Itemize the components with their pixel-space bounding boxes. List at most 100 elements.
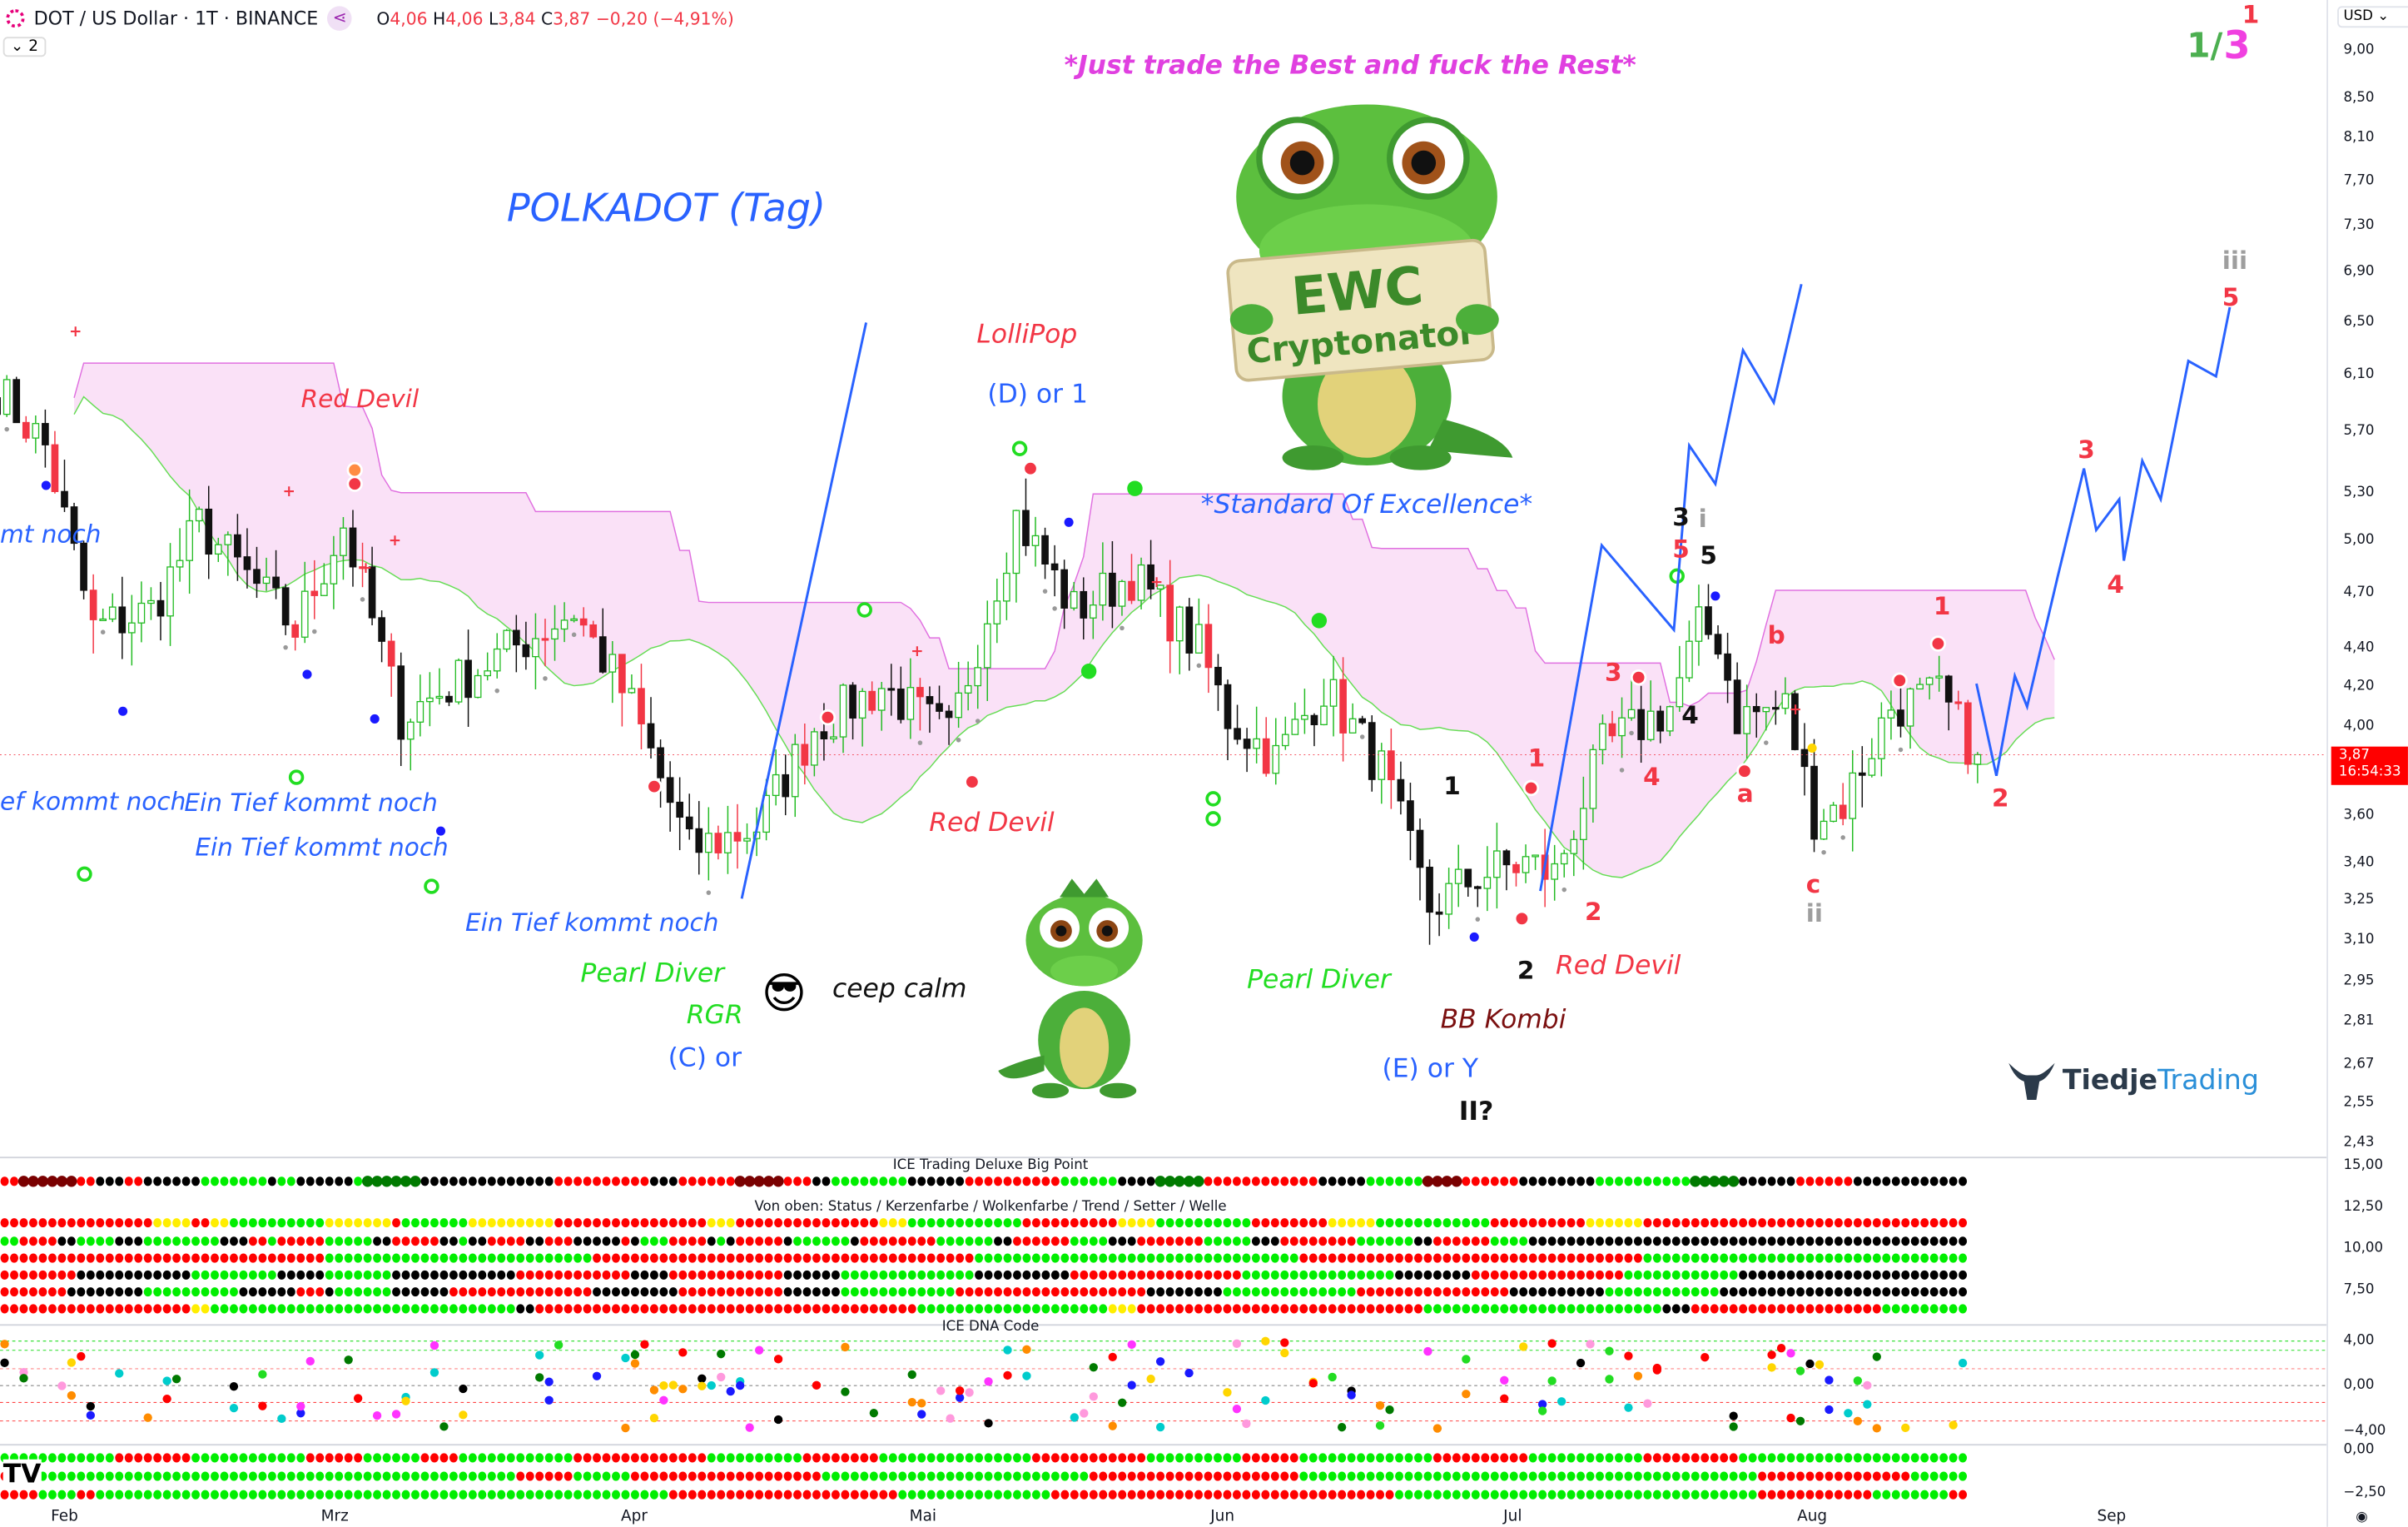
indicator-dot: [1299, 1490, 1308, 1500]
indicator-dot: [1643, 1253, 1652, 1263]
indicator-dot: [506, 1236, 515, 1246]
candle: [1666, 706, 1674, 732]
indicator-dot: [468, 1304, 477, 1314]
indicator-dot: [38, 1253, 47, 1263]
indicator-dot: [1213, 1490, 1222, 1500]
indicator-dot: [869, 1471, 878, 1481]
indicator-dot: [1671, 1270, 1681, 1280]
indicator-dot: [1031, 1218, 1040, 1228]
candle: [1320, 705, 1328, 725]
indicator-dot: [1690, 1176, 1701, 1187]
indicator-dot: [1959, 1253, 1968, 1263]
dna-dot: [344, 1355, 353, 1365]
indicator-dot: [420, 1270, 429, 1280]
indicator-dot: [544, 1287, 554, 1297]
indicator-dot: [544, 1270, 554, 1280]
indicator-dot: [267, 1287, 276, 1297]
price-chart[interactable]: +++++++: [0, 0, 2327, 1155]
indicator-dot: [1022, 1253, 1031, 1263]
indicator-dot: [1184, 1270, 1194, 1280]
dna-dot: [1308, 1379, 1318, 1388]
dna-dot: [1385, 1405, 1394, 1415]
indicator-dot: [344, 1287, 353, 1297]
indicator-dot: [1194, 1453, 1204, 1463]
symbol-title[interactable]: DOT / US Dollar · 1T · BINANCE: [33, 7, 319, 30]
indicator-dot: [698, 1304, 707, 1314]
dna-dot: [1232, 1405, 1242, 1414]
indicator-dot: [1691, 1471, 1700, 1481]
dna-dot: [726, 1386, 735, 1396]
indicator-dot: [1146, 1236, 1155, 1246]
indicator-dot: [936, 1176, 946, 1186]
indicator-dot: [1127, 1471, 1136, 1481]
indicator-panes[interactable]: [0, 1156, 2327, 1510]
indicator-dot: [363, 1253, 372, 1263]
indicator-collapse-button[interactable]: ⌄ 2: [2, 37, 47, 57]
candle: [61, 490, 68, 508]
indicator-dot: [975, 1236, 984, 1246]
indicator-dot: [335, 1218, 344, 1228]
indicator-dot: [1070, 1453, 1079, 1463]
candle: [493, 648, 501, 672]
indicator-dot: [468, 1453, 477, 1463]
dna-dot: [955, 1393, 965, 1402]
indicator-dot: [783, 1218, 792, 1228]
indicator-dot: [1758, 1270, 1767, 1280]
indicator-dot: [344, 1490, 353, 1500]
indicator-dot: [593, 1453, 602, 1463]
indicator-dot: [134, 1270, 143, 1280]
indicator-dot: [429, 1471, 439, 1481]
indicator-dot: [143, 1236, 152, 1246]
indicator-dot: [1003, 1176, 1012, 1186]
indicator-dot: [201, 1490, 210, 1500]
indicator-dot: [401, 1453, 410, 1463]
price-axis[interactable]: USD ⌄ 3,87 16:54:33 15,00 12,50 10,00 7,5…: [2326, 0, 2408, 1527]
indicator-dot: [420, 1490, 429, 1500]
indicator-dot: [793, 1287, 802, 1297]
indicator-dot: [1156, 1253, 1165, 1263]
indicator-dot: [57, 1287, 67, 1297]
indicator-dot: [105, 1270, 114, 1280]
indicator-dot: [946, 1218, 955, 1228]
dna-dot: [946, 1414, 955, 1423]
indicator-dot: [888, 1270, 897, 1280]
indicator-dot: [1519, 1453, 1528, 1463]
currency-selector[interactable]: USD ⌄: [2337, 6, 2408, 28]
pane-divider[interactable]: [0, 1324, 2408, 1326]
pane-divider[interactable]: [0, 1156, 2408, 1159]
share-icon[interactable]: ⋖: [327, 6, 352, 31]
price-tick: 2,43: [2343, 1135, 2375, 1151]
indicator-dot: [1204, 1253, 1213, 1263]
indicator-dot: [220, 1270, 229, 1280]
indicator-dot: [1089, 1270, 1098, 1280]
indicator-dot: [907, 1218, 916, 1228]
indicator-dot: [1872, 1304, 1881, 1314]
indicator-dot: [1050, 1287, 1060, 1297]
dna-dot: [630, 1350, 640, 1360]
indicator-dot: [325, 1270, 334, 1280]
pane-divider[interactable]: [0, 1444, 2408, 1446]
indicator-dot: [602, 1471, 611, 1481]
indicator-dot: [1586, 1253, 1595, 1263]
indicator-dot: [994, 1236, 1003, 1246]
indicator-dot: [869, 1287, 878, 1297]
dna-dot: [773, 1355, 783, 1364]
eye-icon[interactable]: ◉: [2356, 1510, 2368, 1526]
indicator-dot: [1882, 1287, 1891, 1297]
indicator-dot: [1175, 1218, 1184, 1228]
indicator-dot: [869, 1176, 878, 1186]
indicator-dot: [898, 1270, 907, 1280]
indicator-dot: [1471, 1471, 1480, 1481]
indicator-dot: [1328, 1453, 1337, 1463]
indicator-dot: [296, 1270, 305, 1280]
indicator-dot: [497, 1304, 506, 1314]
tradingview-logo-icon[interactable]: TV: [2, 1459, 42, 1490]
candle: [1397, 778, 1405, 802]
indicator-dot: [1863, 1176, 1872, 1186]
dna-dot: [459, 1410, 468, 1420]
indicator-dot: [382, 1218, 391, 1228]
indicator-dot: [936, 1287, 946, 1297]
red-devil-text: Red Devil: [300, 384, 420, 414]
indicator-dot: [1213, 1287, 1222, 1297]
